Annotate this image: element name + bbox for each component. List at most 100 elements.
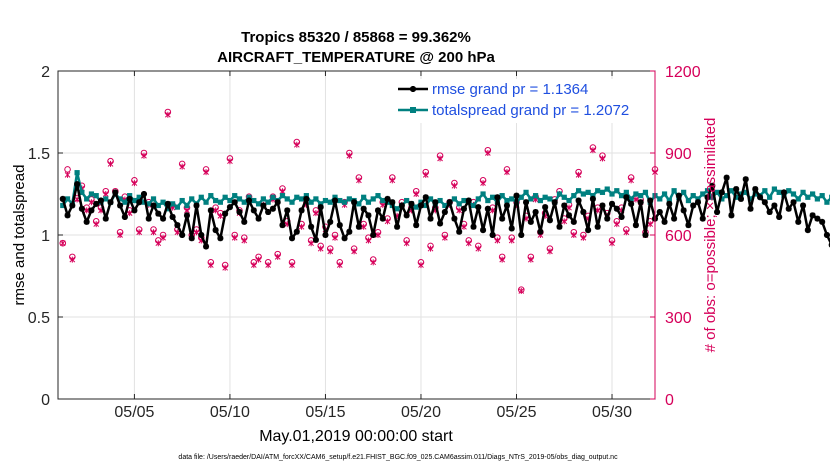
rmse-point (718, 189, 725, 196)
legend-label-totalspread: totalspread grand pr = 1.2072 (432, 102, 629, 119)
totalspread-point (64, 196, 71, 202)
rmse-point (628, 200, 635, 207)
obs-assimilated-marker (274, 253, 281, 260)
totalspread-point (480, 191, 486, 197)
obs-assimilated-marker (155, 240, 162, 247)
obs-assimilated-marker (480, 180, 486, 187)
obs-assimilated-marker (628, 177, 634, 184)
totalspread-point (762, 188, 768, 194)
obs-assimilated-marker (351, 248, 357, 255)
rmse-point (694, 199, 701, 206)
rmse-point (231, 199, 238, 206)
totalspread-point (719, 196, 725, 202)
totalspread-point (475, 196, 481, 202)
totalspread-point (795, 196, 801, 202)
totalspread-point (451, 196, 458, 202)
rmse-point (274, 199, 281, 206)
totalspread-point (150, 196, 157, 202)
rmse-point (417, 202, 424, 209)
totalspread-point (413, 204, 419, 210)
rmse-point (642, 232, 649, 238)
obs-assimilated-marker (250, 262, 257, 269)
totalspread-point (241, 199, 247, 205)
totalspread-point (127, 193, 133, 199)
series-lines (59, 170, 830, 250)
obs-assimilated-marker (160, 234, 166, 241)
obs-assimilated-marker (313, 210, 319, 217)
totalspread-point (800, 189, 806, 195)
totalspread-point (518, 194, 524, 200)
obs-assimilated-marker (88, 199, 95, 206)
rmse-point (398, 202, 405, 209)
obs-assimilated-marker (336, 262, 343, 269)
totalspread-point (136, 194, 142, 200)
rmse-point (403, 212, 410, 219)
legend-marker-rmse (410, 86, 416, 92)
rmse-point (355, 223, 362, 230)
obs-assimilated-marker (93, 221, 100, 228)
totalspread-point (370, 196, 376, 202)
rmse-point (332, 197, 339, 204)
rmse-point (59, 195, 66, 202)
totalspread-point (122, 199, 128, 205)
totalspread-point (666, 197, 672, 204)
rmse-point (112, 189, 119, 196)
rmse-point (599, 202, 606, 209)
totalspread-point (437, 197, 443, 204)
rmse-point (365, 212, 372, 219)
rmse-point (374, 207, 381, 214)
totalspread-point (394, 206, 400, 212)
rmse-point (714, 209, 721, 216)
totalspread-point (747, 196, 754, 202)
rmse-point (293, 228, 300, 235)
obs-assimilated-marker (575, 171, 582, 178)
rmse-point (69, 202, 76, 209)
rmse-point (183, 212, 190, 219)
rmse-point (566, 212, 573, 219)
rmse-point (117, 202, 124, 209)
totalspread-point (790, 191, 797, 197)
rmse-point (131, 207, 138, 214)
rmse-point (790, 199, 797, 206)
obs-assimilated-marker (451, 182, 458, 189)
totalspread-point (327, 199, 333, 205)
rmse-point (74, 181, 81, 188)
obs-assimilated-marker (599, 155, 606, 162)
totalspread-point (375, 193, 381, 199)
totalspread-point (657, 196, 663, 202)
obs-assimilated-marker (580, 234, 587, 241)
y-tick-label: 1.5 (28, 146, 50, 163)
rmse-point (795, 218, 802, 225)
rmse-point (647, 197, 654, 204)
obs-assimilated-marker (518, 288, 525, 295)
rmse-point (226, 204, 233, 211)
totalspread-point (743, 189, 749, 195)
totalspread-point (318, 201, 324, 207)
rmse-point (709, 182, 716, 189)
rmse-point (699, 215, 706, 222)
totalspread-point (279, 193, 286, 199)
totalspread-point (571, 193, 577, 199)
obs-assimilated-marker (83, 207, 90, 214)
totalspread-point (504, 197, 510, 204)
totalspread-point (232, 193, 238, 199)
legend: rmse grand pr = 1.1364 totalspread grand… (394, 79, 652, 123)
rmse-point (265, 209, 272, 216)
rmse-point (632, 222, 639, 229)
totalspread-point (88, 191, 95, 197)
rmse-point (222, 210, 229, 217)
rmse-point (804, 227, 811, 234)
rmse-point (532, 209, 539, 216)
totalspread-point (313, 196, 319, 202)
totalspread-point (819, 193, 825, 199)
totalspread-point (356, 201, 362, 207)
rmse-point (680, 207, 687, 214)
x-tick-label: 05/10 (210, 404, 250, 421)
totalspread-point (146, 201, 152, 207)
obs-assimilated-marker (164, 111, 171, 118)
totalspread-point (141, 199, 147, 205)
totalspread-point (585, 189, 591, 195)
totalspread-point (685, 197, 692, 204)
totalspread-point (213, 197, 219, 204)
obs-assimilated-marker (360, 223, 367, 230)
